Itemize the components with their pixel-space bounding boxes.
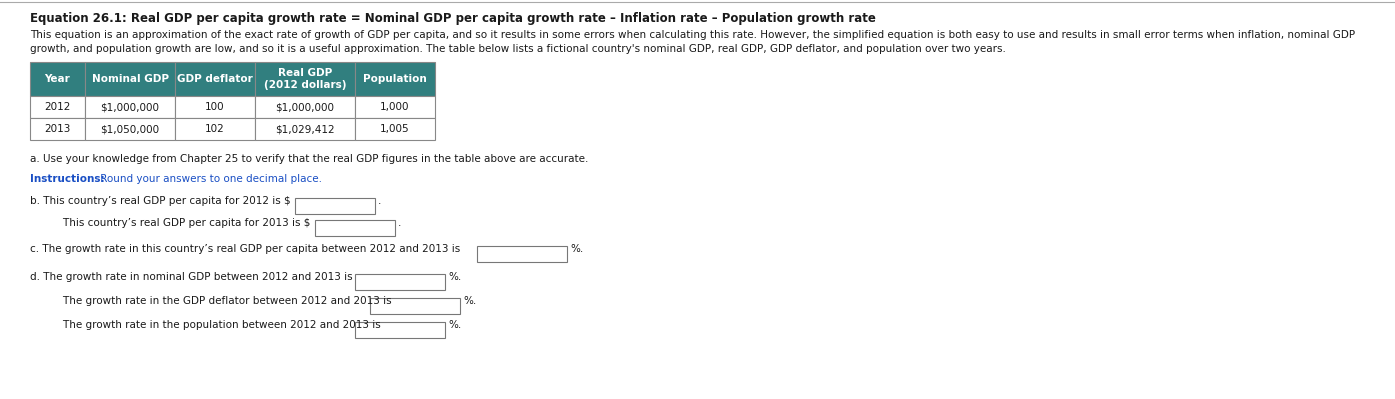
Text: 1,000: 1,000	[381, 102, 410, 112]
Text: $1,050,000: $1,050,000	[100, 124, 159, 134]
Bar	[255, 118, 354, 140]
Text: %.: %.	[448, 272, 462, 282]
Text: Population: Population	[363, 74, 427, 84]
Text: %.: %.	[448, 320, 462, 330]
Bar	[174, 118, 255, 140]
Text: This equation is an approximation of the exact rate of growth of GDP per capita,: This equation is an approximation of the…	[31, 30, 1355, 40]
Bar	[31, 62, 85, 96]
Text: a. Use your knowledge from Chapter 25 to verify that the real GDP figures in the: a. Use your knowledge from Chapter 25 to…	[31, 154, 589, 164]
Text: growth, and population growth are low, and so it is a useful approximation. The : growth, and population growth are low, a…	[31, 44, 1006, 54]
Text: 1,005: 1,005	[381, 124, 410, 134]
Bar	[85, 118, 174, 140]
Text: 2013: 2013	[45, 124, 71, 134]
Bar	[255, 96, 354, 118]
Text: %.: %.	[571, 244, 583, 254]
Text: $1,000,000: $1,000,000	[275, 102, 335, 112]
Bar	[31, 96, 85, 118]
Bar	[31, 118, 85, 140]
Text: 2012: 2012	[45, 102, 71, 112]
Text: Year: Year	[45, 74, 70, 84]
Bar	[354, 322, 445, 338]
Bar	[174, 96, 255, 118]
Text: $1,029,412: $1,029,412	[275, 124, 335, 134]
Text: $1,000,000: $1,000,000	[100, 102, 159, 112]
Text: c. The growth rate in this country’s real GDP per capita between 2012 and 2013 i: c. The growth rate in this country’s rea…	[31, 244, 460, 254]
Text: The growth rate in the GDP deflator between 2012 and 2013 is: The growth rate in the GDP deflator betw…	[50, 296, 392, 306]
Text: b. This country’s real GDP per capita for 2012 is $: b. This country’s real GDP per capita fo…	[31, 196, 290, 206]
Bar	[354, 118, 435, 140]
Text: 102: 102	[205, 124, 225, 134]
Bar	[370, 298, 460, 314]
Bar	[85, 96, 174, 118]
Bar	[174, 62, 255, 96]
Bar	[315, 220, 395, 236]
Bar	[354, 96, 435, 118]
Text: GDP deflator: GDP deflator	[177, 74, 252, 84]
Text: d. The growth rate in nominal GDP between 2012 and 2013 is: d. The growth rate in nominal GDP betwee…	[31, 272, 353, 282]
Text: Equation 26.1: Real GDP per capita growth rate = Nominal GDP per capita growth r: Equation 26.1: Real GDP per capita growt…	[31, 12, 876, 25]
Text: .: .	[378, 196, 381, 206]
Bar	[85, 62, 174, 96]
Bar	[354, 62, 435, 96]
Text: The growth rate in the population between 2012 and 2013 is: The growth rate in the population betwee…	[50, 320, 381, 330]
Bar	[477, 246, 566, 262]
Text: Instructions:: Instructions:	[31, 174, 105, 184]
Text: Nominal GDP: Nominal GDP	[92, 74, 169, 84]
Text: %.: %.	[463, 296, 476, 306]
Text: Round your answers to one decimal place.: Round your answers to one decimal place.	[98, 174, 322, 184]
Text: 100: 100	[205, 102, 225, 112]
Bar	[294, 198, 375, 214]
Text: Real GDP
(2012 dollars): Real GDP (2012 dollars)	[264, 68, 346, 90]
Bar	[354, 274, 445, 290]
Text: .: .	[398, 218, 402, 228]
Bar	[255, 62, 354, 96]
Text: This country’s real GDP per capita for 2013 is $: This country’s real GDP per capita for 2…	[50, 218, 310, 228]
